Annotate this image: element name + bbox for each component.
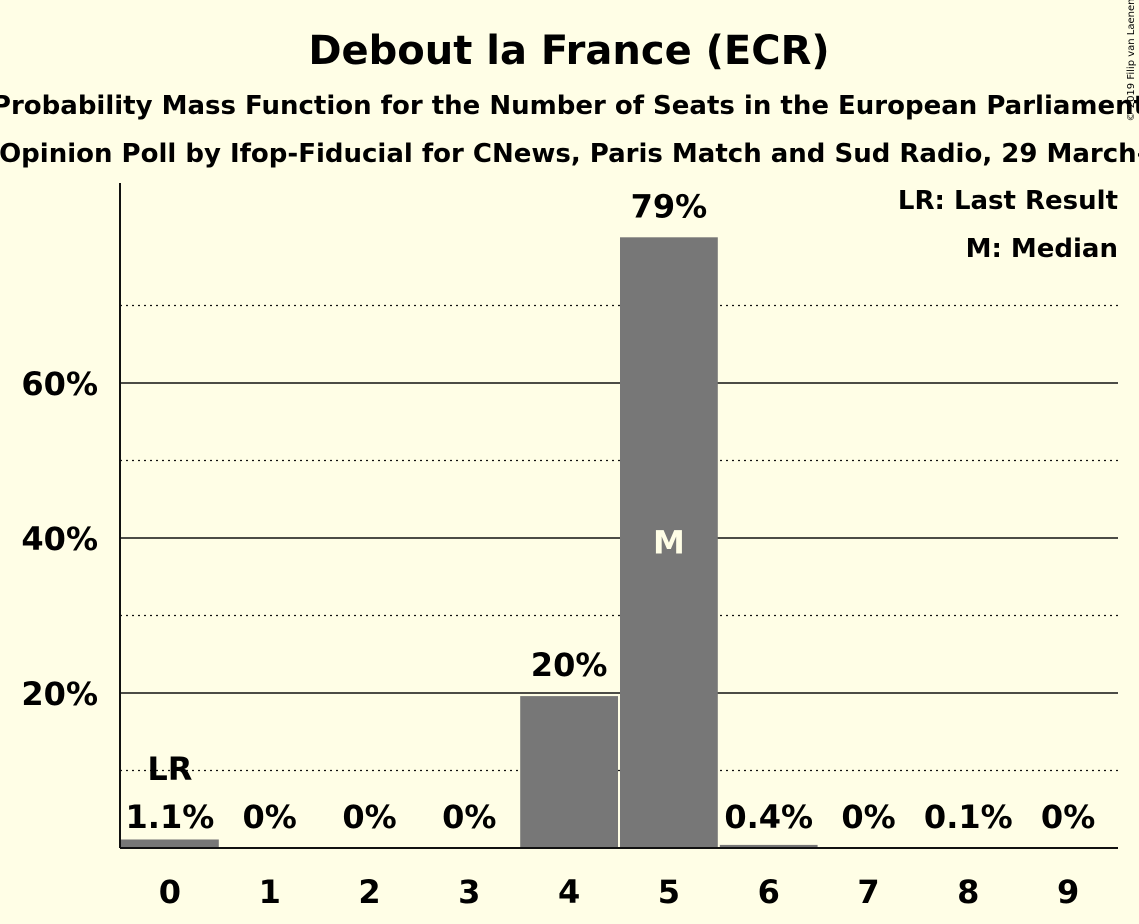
axes <box>119 183 1118 849</box>
y-tick-label: 20% <box>21 675 98 713</box>
bar-value-label: 0% <box>841 798 895 836</box>
bar <box>719 844 818 848</box>
x-tick-label: 6 <box>758 873 780 911</box>
x-tick-label: 5 <box>658 873 680 911</box>
chart-title: Debout la France (ECR) <box>308 28 829 74</box>
bar <box>520 696 618 848</box>
bar <box>620 237 718 849</box>
y-tick-label: 40% <box>21 520 98 558</box>
last-result-marker: LR <box>147 750 192 788</box>
x-tick-label: 3 <box>458 873 480 911</box>
gridlines <box>120 304 1118 772</box>
bar-value-label: 0.1% <box>924 798 1013 836</box>
x-tick-label: 1 <box>259 873 281 911</box>
x-tick-label: 8 <box>957 873 979 911</box>
x-tick-label: 2 <box>358 873 380 911</box>
bar-value-label: 0% <box>243 798 297 836</box>
bar-value-label: 20% <box>531 646 608 684</box>
bar-value-label: 0% <box>1041 798 1095 836</box>
legend-median: M: Median <box>966 234 1118 264</box>
median-marker: M <box>653 524 685 562</box>
x-tick-label: 0 <box>159 873 181 911</box>
bar <box>121 839 219 848</box>
bars <box>121 237 1018 849</box>
bar-value-label: 0.4% <box>724 798 813 836</box>
x-tick-label: 4 <box>558 873 580 911</box>
bar-value-label: 79% <box>631 187 708 225</box>
chart-source: Based on an Opinion Poll by Ifop-Fiducia… <box>0 139 1139 169</box>
y-tick-label: 60% <box>21 365 98 403</box>
bar-labels: 20%40%60%1.1%0LR0%10%20%320%479%5M0.4%60… <box>21 187 1095 911</box>
x-tick-label: 7 <box>857 873 879 911</box>
bar-value-label: 0% <box>442 798 496 836</box>
legend-last-result: LR: Last Result <box>898 186 1118 216</box>
copyright-note: © 2019 Filip van Laenen <box>1126 0 1137 121</box>
bar-value-label: 1.1% <box>126 798 215 836</box>
chart-subtitle: Probability Mass Function for the Number… <box>0 91 1139 121</box>
x-tick-label: 9 <box>1057 873 1079 911</box>
bar-value-label: 0% <box>342 798 396 836</box>
